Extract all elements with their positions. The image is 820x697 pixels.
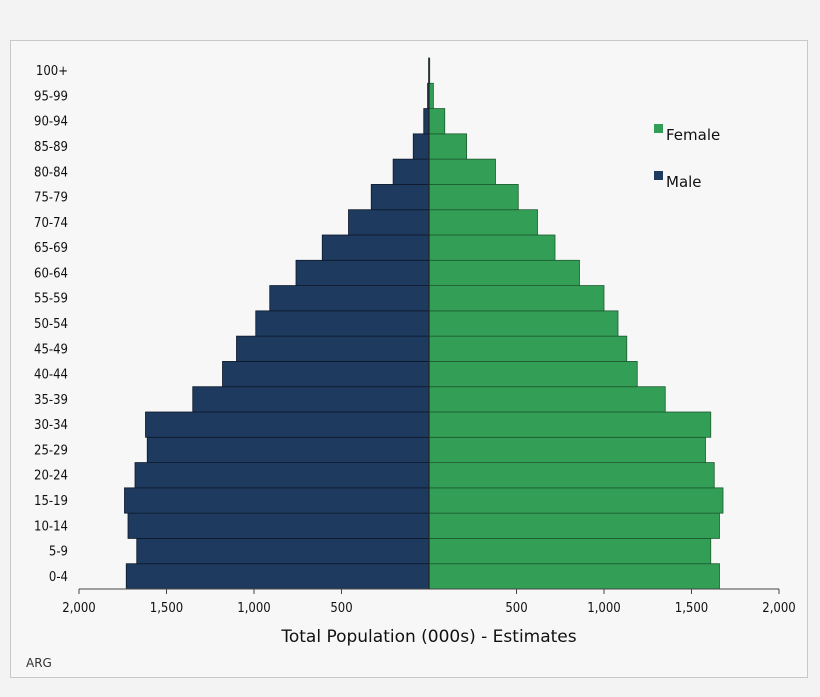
female-bar-75-79 (428, 184, 519, 211)
male-bar-5-9 (136, 538, 430, 565)
female-bar-50-54 (428, 310, 619, 337)
age-label-20-24: 20-24 (34, 469, 68, 484)
female-bar-5-9 (428, 538, 712, 565)
age-label-35-39: 35-39 (34, 393, 68, 408)
male-bar-45-49 (236, 335, 430, 362)
legend-label-female: Female (666, 126, 720, 144)
age-label-95-99: 95-99 (34, 89, 68, 104)
female-bar-20-24 (428, 462, 715, 489)
male-bar-25-29 (146, 436, 430, 463)
age-label-15-19: 15-19 (34, 494, 68, 509)
female-bar-70-74 (428, 209, 538, 236)
female-bar-10-14 (428, 512, 720, 539)
age-label-45-49: 45-49 (34, 342, 68, 357)
x-tick-label: 1,500 (150, 601, 183, 616)
age-label-0-4: 0-4 (49, 570, 68, 585)
male-bar-10-14 (127, 512, 430, 539)
age-label-25-29: 25-29 (34, 443, 68, 458)
female-bar-85-89 (428, 133, 468, 160)
age-label-10-14: 10-14 (34, 519, 68, 534)
male-bar-80-84 (392, 158, 430, 185)
male-bar-35-39 (192, 386, 430, 413)
female-bar-95-99 (428, 82, 434, 109)
age-label-30-34: 30-34 (34, 418, 68, 433)
male-bar-30-34 (145, 411, 430, 438)
bars-group (124, 57, 724, 590)
male-bar-65-69 (321, 234, 430, 261)
age-group-labels: 0-4 5-9 10-14 15-19 20-24 25-29 30-34 35-39 40-4… (34, 64, 68, 585)
female-bar-25-29 (428, 436, 706, 463)
age-label-100+: 100+ (36, 64, 68, 79)
x-tick-label: 500 (330, 601, 352, 616)
age-label-55-59: 55-59 (34, 292, 68, 307)
age-label-65-69: 65-69 (34, 241, 68, 256)
legend-label-male: Male (666, 173, 702, 191)
female-bar-55-59 (428, 285, 605, 312)
x-tick-label: 1,000 (587, 601, 620, 616)
female-bar-35-39 (428, 386, 666, 413)
age-label-85-89: 85-89 (34, 140, 68, 155)
male-bar-40-44 (222, 361, 430, 388)
female-bar-40-44 (428, 361, 638, 388)
male-bar-15-19 (124, 487, 430, 514)
age-label-75-79: 75-79 (34, 191, 68, 206)
male-bar-75-79 (370, 184, 430, 211)
x-axis-ticks: 2,000 1,500 1,000 500 500 1,000 1,500 2,000 (62, 589, 796, 616)
age-label-50-54: 50-54 (34, 317, 68, 332)
male-bar-60-64 (295, 259, 430, 286)
female-bar-45-49 (428, 335, 628, 362)
legend-swatch-male (654, 171, 663, 180)
male-bar-0-4 (125, 563, 430, 590)
age-label-80-84: 80-84 (34, 165, 68, 180)
female-bar-90-94 (428, 108, 446, 135)
legend: Female Male (654, 124, 720, 191)
female-bar-60-64 (428, 259, 580, 286)
x-tick-label: 1,500 (675, 601, 708, 616)
female-bar-15-19 (428, 487, 724, 514)
male-bar-90-94 (423, 108, 430, 135)
age-label-40-44: 40-44 (34, 368, 68, 383)
male-bar-70-74 (348, 209, 430, 236)
male-bar-20-24 (134, 462, 430, 489)
age-label-5-9: 5-9 (49, 545, 68, 560)
male-bar-55-59 (269, 285, 430, 312)
female-bar-65-69 (428, 234, 556, 261)
male-bar-85-89 (412, 133, 430, 160)
legend-swatch-female (654, 124, 663, 133)
x-tick-label: 2,000 (62, 601, 95, 616)
x-tick-label: 1,000 (237, 601, 270, 616)
country-code-label: ARG (26, 656, 52, 670)
female-bar-0-4 (428, 563, 720, 590)
x-axis-title: Total Population (000s) - Estimates (280, 627, 576, 647)
age-label-90-94: 90-94 (34, 115, 68, 130)
x-tick-label: 500 (505, 601, 527, 616)
female-bar-30-34 (428, 411, 712, 438)
age-label-60-64: 60-64 (34, 266, 68, 281)
age-label-70-74: 70-74 (34, 216, 68, 231)
female-bar-80-84 (428, 158, 496, 185)
male-bar-50-54 (255, 310, 430, 337)
x-tick-label: 2,000 (762, 601, 795, 616)
